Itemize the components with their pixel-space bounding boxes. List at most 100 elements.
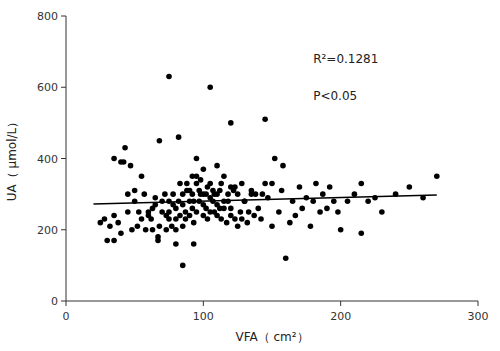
scatter-point: [180, 263, 186, 269]
scatter-point: [327, 184, 333, 190]
scatter-point: [269, 223, 275, 229]
scatter-point: [251, 213, 257, 219]
x-tick: [66, 301, 67, 306]
scatter-point: [239, 216, 245, 222]
regression-line: [93, 195, 436, 204]
scatter-point: [232, 216, 238, 222]
y-tick-label: 200: [37, 224, 58, 237]
scatter-point: [434, 174, 440, 180]
scatter-point: [162, 191, 168, 197]
scatter-point: [352, 191, 358, 197]
scatter-point: [280, 163, 286, 169]
x-axis-line: [66, 301, 478, 302]
x-tick-label: 300: [468, 310, 489, 323]
scatter-point: [221, 174, 227, 180]
scatter-point: [187, 213, 193, 219]
x-axis-label: VFA（ cm²）: [235, 330, 308, 344]
scatter-point: [177, 213, 183, 219]
scatter-point: [125, 191, 131, 197]
scatter-point: [173, 227, 179, 233]
scatter-point: [159, 198, 165, 204]
scatter-point: [299, 206, 305, 212]
scatter-point: [207, 84, 213, 90]
scatter-point: [141, 191, 147, 197]
scatter-point: [313, 181, 319, 187]
scatter-point: [372, 195, 378, 201]
scatter-point: [228, 206, 234, 212]
y-axis-label: UA（ μmol/L）: [5, 116, 19, 202]
scatter-point: [335, 209, 341, 215]
scatter-point: [283, 255, 289, 261]
x-tick-label: 100: [193, 310, 214, 323]
scatter-point: [407, 184, 413, 190]
scatter-point: [163, 227, 169, 233]
scatter-point: [104, 238, 110, 244]
scatter-point: [358, 231, 364, 237]
scatter-point: [157, 223, 163, 229]
plot-area: [93, 74, 439, 268]
scatter-point: [191, 220, 197, 226]
scatter-point: [320, 191, 326, 197]
scatter-point: [129, 227, 135, 233]
scatter-point: [239, 181, 245, 187]
scatter-point: [166, 74, 172, 80]
scatter-point: [115, 220, 121, 226]
annotation: P<0.05: [313, 89, 357, 103]
scatter-point: [308, 223, 314, 229]
scatter-point: [111, 238, 117, 244]
scatter-point: [379, 209, 385, 215]
scatter-point: [118, 231, 124, 237]
x-tick: [340, 301, 341, 306]
y-tick-label: 800: [37, 10, 58, 23]
scatter-point: [221, 206, 227, 212]
scatter-point: [107, 223, 113, 229]
scatter-point: [194, 209, 200, 215]
scatter-point: [269, 181, 275, 187]
scatter-point: [238, 209, 244, 215]
scatter-point: [317, 209, 323, 215]
scatter-point: [338, 227, 344, 233]
scatter-point: [190, 191, 196, 197]
scatter-point: [201, 166, 207, 172]
scatter-point: [235, 223, 241, 229]
scatter-point: [128, 163, 134, 169]
scatter-point: [125, 209, 131, 215]
scatter-point: [173, 206, 179, 212]
scatter-point: [228, 120, 234, 126]
scatter-point: [198, 177, 204, 183]
scatter-point: [152, 195, 158, 201]
scatter-point: [173, 241, 179, 247]
scatter-point: [207, 181, 213, 187]
scatter-point: [297, 184, 303, 190]
scatter-point: [191, 241, 197, 247]
scatter-point: [287, 220, 293, 226]
scatter-point: [135, 223, 141, 229]
scatter-point: [244, 220, 250, 226]
scatter-point: [217, 188, 223, 194]
scatter-point: [132, 188, 138, 194]
scatter-point: [205, 216, 211, 222]
scatter-point: [331, 198, 337, 204]
scatter-point: [218, 181, 224, 187]
scatter-point: [157, 138, 163, 144]
scatter-point: [176, 134, 182, 140]
scatter-point: [184, 181, 190, 187]
y-tick-label: 400: [37, 153, 58, 166]
scatter-point: [279, 188, 285, 194]
scatter-point: [358, 181, 364, 187]
y-tick-label: 600: [37, 81, 58, 94]
scatter-point: [345, 198, 351, 204]
scatter-point: [111, 213, 117, 219]
scatter-point: [235, 191, 241, 197]
scatter-point: [180, 223, 186, 229]
scatter-point: [122, 145, 128, 151]
scatter-point: [194, 156, 200, 162]
scatter-point: [177, 181, 183, 187]
scatter-point: [293, 213, 299, 219]
y-tick: [61, 87, 66, 88]
y-tick: [61, 158, 66, 159]
scatter-point: [150, 227, 156, 233]
x-tick-label: 200: [330, 310, 351, 323]
scatter-point: [272, 156, 278, 162]
scatter-point: [148, 216, 154, 222]
